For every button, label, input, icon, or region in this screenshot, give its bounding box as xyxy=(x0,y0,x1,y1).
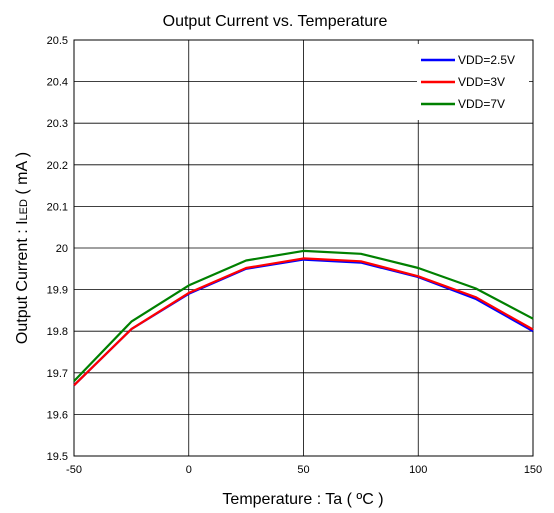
legend-label: VDD=7V xyxy=(458,97,505,111)
y-axis-label-unit: ( mA ) xyxy=(14,152,31,199)
x-tick-label: 100 xyxy=(409,464,427,476)
chart-title: Output Current vs. Temperature xyxy=(163,13,388,30)
y-axis-label-sub: LED xyxy=(18,199,30,220)
y-tick-label: 19.5 xyxy=(47,451,68,463)
series-line-vdd-3v xyxy=(73,257,534,387)
legend: VDD=2.5V VDD=3V VDD=7V xyxy=(417,44,529,120)
x-tick-label: 150 xyxy=(524,464,542,476)
y-tick-label: 19.7 xyxy=(47,368,68,380)
x-tick-label: 0 xyxy=(186,464,192,476)
y-tick-label: 20.2 xyxy=(47,160,68,172)
y-tick-label: 20.3 xyxy=(47,118,68,130)
series-lines xyxy=(73,249,534,387)
y-tick-label: 19.8 xyxy=(47,326,68,338)
y-tick-label: 19.6 xyxy=(47,409,68,421)
legend-label: VDD=3V xyxy=(458,75,505,89)
x-tick-label: -50 xyxy=(66,464,82,476)
series-line-vdd-7v xyxy=(73,249,534,382)
y-tick-label: 20 xyxy=(56,243,68,255)
y-tick-label: 20.4 xyxy=(47,77,68,89)
y-axis-label-main: Output Current : I xyxy=(14,220,31,344)
x-tick-label: 50 xyxy=(297,464,309,476)
y-axis-label: Output Current : ILED ( mA ) xyxy=(14,152,31,344)
plot-border xyxy=(73,39,534,457)
legend-label: VDD=2.5V xyxy=(458,53,515,67)
y-tick-label: 20.5 xyxy=(47,35,68,47)
x-tick-labels: -50 0 50 100 150 xyxy=(66,464,542,476)
y-tick-labels: 19.5 19.6 19.7 19.8 19.9 20 20.1 20.2 20.3 20.4 20… xyxy=(47,35,68,463)
y-tick-label: 20.1 xyxy=(47,201,68,213)
x-axis-label: Temperature : Ta ( ºC ) xyxy=(222,491,383,508)
y-tick-label: 19.9 xyxy=(47,285,68,297)
